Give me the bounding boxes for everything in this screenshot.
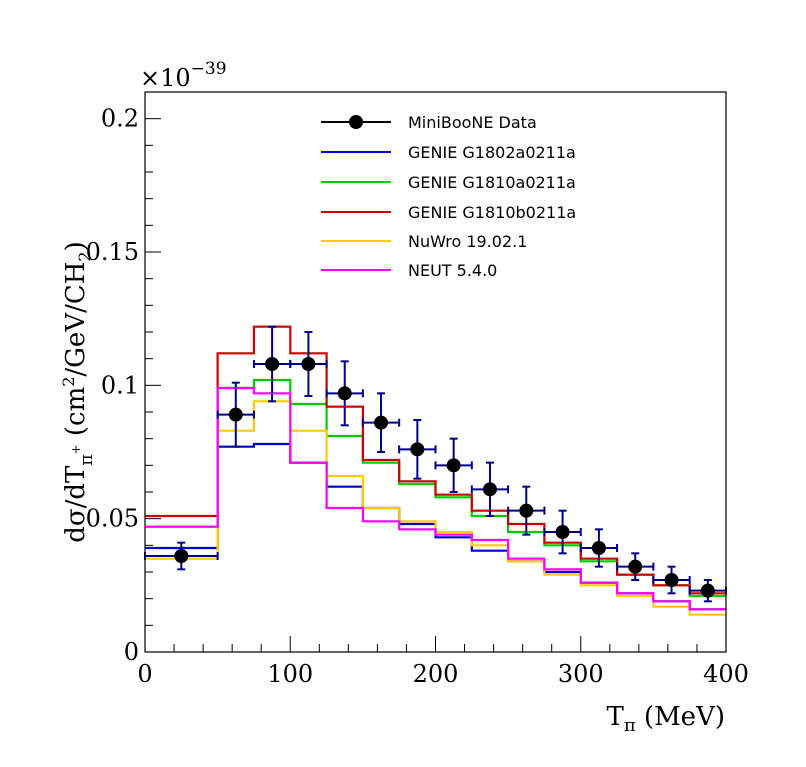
legend: MiniBooNE Data GENIE G1802a0211a GENIE G… bbox=[321, 113, 576, 280]
y-tick-label: 0.2 bbox=[101, 105, 139, 133]
x-tick-label: 200 bbox=[413, 660, 459, 688]
data-point bbox=[628, 559, 643, 574]
series-layer bbox=[145, 325, 726, 616]
y-tick-label: 0.15 bbox=[86, 238, 139, 266]
data-point bbox=[337, 386, 352, 401]
data-point bbox=[301, 357, 316, 371]
data-point bbox=[664, 573, 679, 587]
x-tick-label: 400 bbox=[703, 660, 749, 688]
x-tick-label: 0 bbox=[137, 660, 152, 688]
data-point bbox=[591, 541, 606, 555]
tick-labels: 0 100 200 300 400 0 0.05 0.1 0.15 0.2 bbox=[86, 105, 749, 688]
y-multiplier: ×10−39 bbox=[140, 59, 227, 92]
x-axis-title: Tπ (MeV) bbox=[606, 702, 725, 736]
legend-entry-neut: NEUT 5.4.0 bbox=[321, 261, 497, 280]
data-point bbox=[555, 525, 570, 539]
legend-entry-nuwro: NuWro 19.02.1 bbox=[321, 232, 527, 251]
data-point bbox=[519, 503, 534, 518]
y-multiplier-base: ×10 bbox=[140, 64, 191, 92]
legend-label-nuwro: NuWro 19.02.1 bbox=[408, 232, 527, 251]
data-point bbox=[228, 407, 243, 422]
legend-entry-genie-g1810b0211a: GENIE G1810b0211a bbox=[321, 203, 576, 222]
legend-label-genie-g1810b0211a: GENIE G1810b0211a bbox=[408, 203, 576, 222]
data-point bbox=[265, 357, 280, 371]
legend-label-genie-g1802a0211a: GENIE G1802a0211a bbox=[408, 143, 576, 162]
y-tick-label: 0.1 bbox=[101, 371, 139, 399]
y-tick-label: 0.05 bbox=[86, 505, 139, 533]
plot-frame bbox=[144, 91, 727, 653]
series-line-genie-g1810b0211a bbox=[145, 325, 726, 595]
legend-entry-genie-g1802a0211a: GENIE G1802a0211a bbox=[321, 143, 576, 162]
legend-label-data: MiniBooNE Data bbox=[408, 113, 537, 132]
data-point bbox=[410, 442, 425, 457]
legend-entry-genie-g1810a0211a: GENIE G1810a0211a bbox=[321, 173, 576, 192]
legend-label-genie-g1810a0211a: GENIE G1810a0211a bbox=[408, 173, 576, 192]
data-point bbox=[174, 549, 189, 563]
legend-label-neut: NEUT 5.4.0 bbox=[408, 261, 497, 280]
data-point bbox=[482, 482, 497, 497]
data-layer bbox=[144, 325, 727, 603]
x-tick-label: 100 bbox=[267, 660, 313, 688]
legend-entry-data: MiniBooNE Data bbox=[321, 113, 537, 132]
series-line-nuwro-19-02-1 bbox=[145, 400, 726, 616]
x-tick-label: 300 bbox=[558, 660, 604, 688]
series-line-neut-5-4-0 bbox=[145, 386, 726, 611]
data-point bbox=[446, 458, 461, 473]
y-multiplier-exp: −39 bbox=[191, 59, 227, 79]
legend-data-marker bbox=[349, 115, 363, 129]
data-point bbox=[700, 583, 715, 598]
y-tick-label: 0 bbox=[124, 638, 139, 666]
data-point bbox=[374, 415, 389, 430]
y-axis-title: dσ/dTπ+ (cm2/GeV/CH2) bbox=[59, 241, 97, 543]
